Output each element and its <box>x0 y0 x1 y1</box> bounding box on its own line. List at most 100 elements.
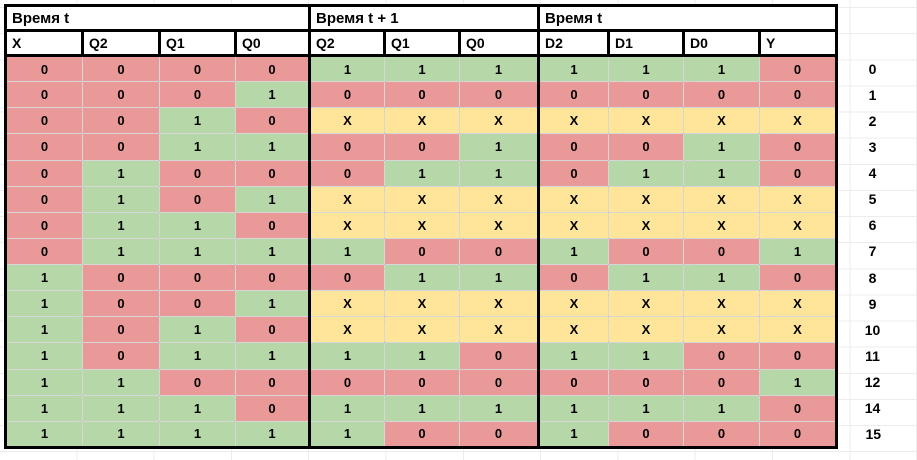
t1-q1-cell-r1[interactable]: 0 <box>384 81 460 109</box>
t-x-cell-r10[interactable]: 1 <box>4 316 83 344</box>
d-y-cell-r10[interactable]: X <box>759 316 838 344</box>
col-header-x[interactable]: X <box>4 29 84 57</box>
t1-q2-cell-r5[interactable]: X <box>308 185 385 213</box>
t1-q0-cell-r11[interactable]: 0 <box>459 342 540 370</box>
d-y-cell-r7[interactable]: 1 <box>759 237 838 266</box>
t1-q1-cell-r4[interactable]: 1 <box>384 159 460 187</box>
d-d1-cell-r8[interactable]: 1 <box>608 263 684 292</box>
t-q2-cell-r14[interactable]: 1 <box>82 394 160 422</box>
d-y-cell-r8[interactable]: 0 <box>759 263 838 292</box>
t-q0-cell-r2[interactable]: 0 <box>235 107 311 135</box>
t-q1-cell-r1[interactable]: 0 <box>159 81 236 109</box>
t1-q2-cell-r0[interactable]: 1 <box>308 54 385 83</box>
d-d0-cell-r7[interactable]: 0 <box>683 237 760 266</box>
t-x-cell-r4[interactable]: 0 <box>4 159 83 187</box>
t-q2-cell-r15[interactable]: 1 <box>82 420 160 449</box>
d-d1-cell-r11[interactable]: 1 <box>608 342 684 370</box>
col-header-q0-t[interactable]: Q0 <box>234 29 311 57</box>
t-q0-cell-r1[interactable]: 1 <box>235 81 311 109</box>
t-q0-cell-r7[interactable]: 1 <box>235 237 311 266</box>
d-y-cell-r11[interactable]: 0 <box>759 342 838 370</box>
d-d0-cell-r14[interactable]: 1 <box>683 394 760 422</box>
t1-q1-cell-r0[interactable]: 1 <box>384 54 460 83</box>
d-d0-cell-r10[interactable]: X <box>683 316 760 344</box>
d-d0-cell-r1[interactable]: 0 <box>683 81 760 109</box>
t-x-cell-r3[interactable]: 0 <box>4 133 83 161</box>
t-x-cell-r11[interactable]: 1 <box>4 342 83 370</box>
d-d2-cell-r9[interactable]: X <box>537 290 609 318</box>
t-x-cell-r8[interactable]: 1 <box>4 263 83 292</box>
t1-q0-cell-r8[interactable]: 1 <box>459 263 540 292</box>
d-d2-cell-r2[interactable]: X <box>537 107 609 135</box>
t1-q0-cell-r6[interactable]: X <box>459 211 540 239</box>
t-q0-cell-r4[interactable]: 0 <box>235 159 311 187</box>
t1-q0-cell-r1[interactable]: 0 <box>459 81 540 109</box>
d-y-cell-r0[interactable]: 0 <box>759 54 838 83</box>
t-q0-cell-r15[interactable]: 1 <box>235 420 311 449</box>
row-label-11[interactable]: 11 <box>865 347 880 364</box>
col-header-q1-t1[interactable]: Q1 <box>383 29 461 57</box>
t-q1-cell-r6[interactable]: 1 <box>159 211 236 239</box>
t-q1-cell-r2[interactable]: 1 <box>159 107 236 135</box>
t-q1-cell-r5[interactable]: 0 <box>159 185 236 213</box>
col-header-d2[interactable]: D2 <box>537 29 610 57</box>
t1-q1-cell-r10[interactable]: X <box>384 316 460 344</box>
row-label-4[interactable]: 4 <box>868 165 877 182</box>
d-d1-cell-r12[interactable]: 0 <box>608 368 684 396</box>
t-q0-cell-r10[interactable]: 0 <box>235 316 311 344</box>
d-d2-cell-r10[interactable]: X <box>537 316 609 344</box>
t-q0-cell-r3[interactable]: 1 <box>235 133 311 161</box>
t1-q1-cell-r9[interactable]: X <box>384 290 460 318</box>
t1-q2-cell-r11[interactable]: 1 <box>308 342 385 370</box>
d-d2-cell-r4[interactable]: 0 <box>537 159 609 187</box>
d-d1-cell-r9[interactable]: X <box>608 290 684 318</box>
t1-q1-cell-r15[interactable]: 0 <box>384 420 460 449</box>
t-q1-cell-r15[interactable]: 1 <box>159 420 236 449</box>
t1-q2-cell-r2[interactable]: X <box>308 107 385 135</box>
t-q1-cell-r9[interactable]: 0 <box>159 290 236 318</box>
d-d1-cell-r10[interactable]: X <box>608 316 684 344</box>
t1-q1-cell-r11[interactable]: 1 <box>384 342 460 370</box>
t-q2-cell-r9[interactable]: 0 <box>82 290 160 318</box>
d-y-cell-r1[interactable]: 0 <box>759 81 838 109</box>
row-label-6[interactable]: 6 <box>868 217 877 234</box>
d-d1-cell-r14[interactable]: 1 <box>608 394 684 422</box>
t-q2-cell-r5[interactable]: 1 <box>82 185 160 213</box>
t-q2-cell-r10[interactable]: 0 <box>82 316 160 344</box>
d-y-cell-r15[interactable]: 0 <box>759 420 838 449</box>
t1-q0-cell-r12[interactable]: 0 <box>459 368 540 396</box>
col-header-y[interactable]: Y <box>758 29 838 57</box>
row-label-2[interactable]: 2 <box>868 112 877 129</box>
d-d0-cell-r8[interactable]: 1 <box>683 263 760 292</box>
section-title-time-t[interactable]: Время t <box>4 4 311 32</box>
t-q1-cell-r4[interactable]: 0 <box>159 159 236 187</box>
t1-q2-cell-r15[interactable]: 1 <box>308 420 385 449</box>
d-y-cell-r2[interactable]: X <box>759 107 838 135</box>
d-d2-cell-r6[interactable]: X <box>537 211 609 239</box>
t-q1-cell-r14[interactable]: 1 <box>159 394 236 422</box>
t1-q1-cell-r7[interactable]: 0 <box>384 237 460 266</box>
t1-q1-cell-r8[interactable]: 1 <box>384 263 460 292</box>
t-x-cell-r0[interactable]: 0 <box>4 54 83 83</box>
d-d0-cell-r9[interactable]: X <box>683 290 760 318</box>
t-q1-cell-r11[interactable]: 1 <box>159 342 236 370</box>
t-x-cell-r7[interactable]: 0 <box>4 237 83 266</box>
col-header-q1-t[interactable]: Q1 <box>158 29 237 57</box>
col-header-d1[interactable]: D1 <box>607 29 685 57</box>
t1-q0-cell-r14[interactable]: 1 <box>459 394 540 422</box>
t-q1-cell-r0[interactable]: 0 <box>159 54 236 83</box>
t-q2-cell-r7[interactable]: 1 <box>82 237 160 266</box>
d-d1-cell-r4[interactable]: 1 <box>608 159 684 187</box>
d-d2-cell-r1[interactable]: 0 <box>537 81 609 109</box>
t1-q1-cell-r12[interactable]: 0 <box>384 368 460 396</box>
t-x-cell-r15[interactable]: 1 <box>4 420 83 449</box>
t-x-cell-r6[interactable]: 0 <box>4 211 83 239</box>
t1-q1-cell-r3[interactable]: 0 <box>384 133 460 161</box>
t-q2-cell-r11[interactable]: 0 <box>82 342 160 370</box>
d-d0-cell-r5[interactable]: X <box>683 185 760 213</box>
t1-q0-cell-r4[interactable]: 1 <box>459 159 540 187</box>
t1-q0-cell-r9[interactable]: X <box>459 290 540 318</box>
t1-q2-cell-r14[interactable]: 1 <box>308 394 385 422</box>
t1-q0-cell-r3[interactable]: 1 <box>459 133 540 161</box>
t1-q2-cell-r12[interactable]: 0 <box>308 368 385 396</box>
